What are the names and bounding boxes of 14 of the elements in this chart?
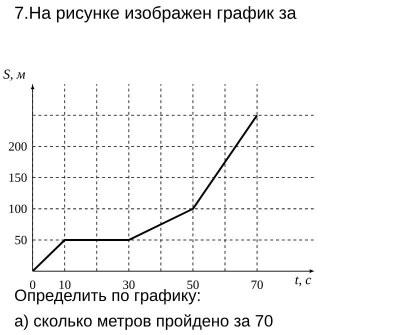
x-tick-label: 50 bbox=[187, 280, 199, 289]
y-tick-label: 100 bbox=[9, 204, 27, 213]
text: а) сколько метров пройдено за 70 bbox=[14, 314, 273, 330]
y-axis-title: S, м bbox=[3, 69, 26, 80]
y-tick-label: 200 bbox=[8, 142, 27, 150]
x-tick-label: 10 bbox=[60, 280, 71, 289]
text: Определить по графику: bbox=[15, 288, 200, 304]
y-tick-label: 50 bbox=[15, 236, 27, 244]
chart-title: 7.На рисунке изображен график за bbox=[15, 6, 296, 22]
x-tick-label: 70 bbox=[252, 280, 263, 289]
x-axis-title: t, c bbox=[295, 276, 312, 286]
x-tick-label: 0 bbox=[30, 280, 36, 289]
y-tick-label: 150 bbox=[9, 173, 27, 182]
x-tick-label: 30 bbox=[123, 280, 135, 289]
